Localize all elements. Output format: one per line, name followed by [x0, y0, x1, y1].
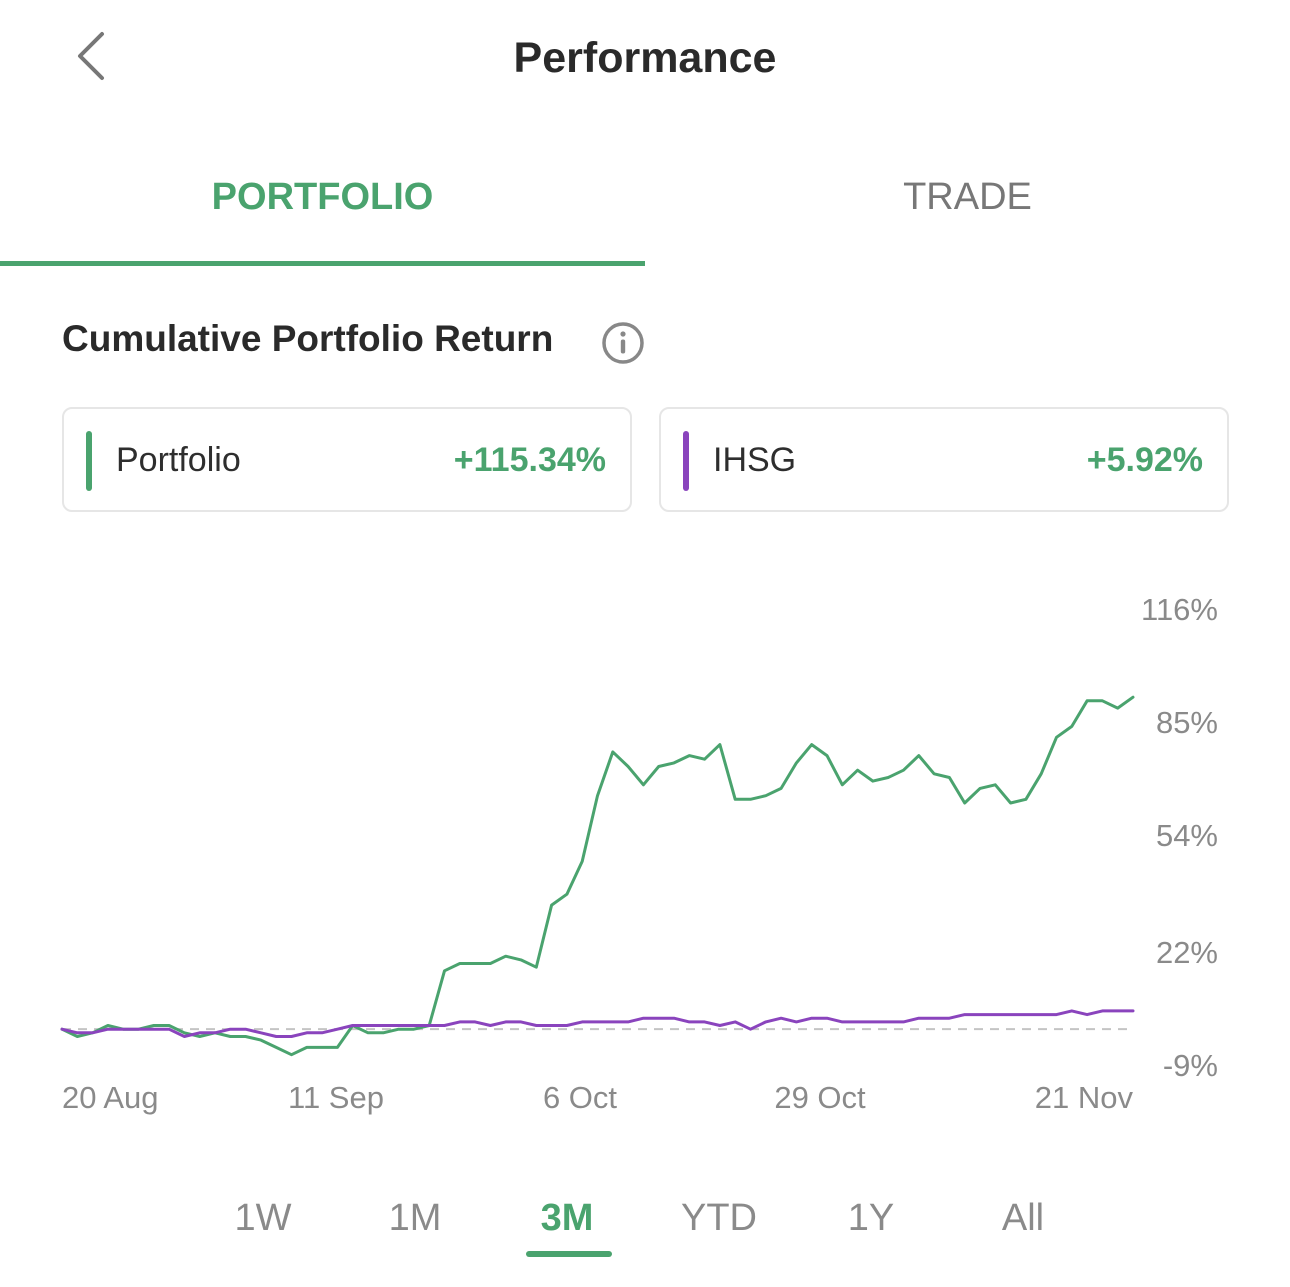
page-title: Performance — [513, 34, 777, 82]
y-tick-label: 54% — [1156, 818, 1218, 853]
y-tick-label: -9% — [1163, 1048, 1218, 1083]
range-1w[interactable]: 1W — [234, 1197, 292, 1239]
legend-name: IHSG — [713, 441, 797, 479]
header: Performance — [0, 0, 1290, 120]
range-all[interactable]: All — [1001, 1197, 1045, 1239]
series-line-ihsg — [60, 1009, 1135, 1038]
x-tick-label: 29 Oct — [774, 1080, 866, 1115]
section-title: Cumulative Portfolio Return — [62, 318, 554, 359]
legend-color-bar — [683, 431, 689, 491]
y-tick-label: 22% — [1156, 935, 1218, 970]
x-tick-label: 11 Sep — [288, 1080, 384, 1115]
y-tick-label: 85% — [1156, 705, 1218, 740]
return-chart[interactable]: 116% 85% 54% 22% -9% 20 Aug 11 Sep 6 Oct 29 Oct 2… — [0, 560, 1290, 1120]
tab-bar: PORTFOLIO TRADE — [0, 140, 1290, 270]
range-1y[interactable]: 1Y — [847, 1197, 895, 1239]
range-3m[interactable]: 3M — [540, 1197, 594, 1239]
legend-value: +115.34% — [453, 441, 606, 479]
tab-trade[interactable]: TRADE — [903, 176, 1032, 218]
legend-value: +5.92% — [1086, 441, 1203, 479]
range-1m[interactable]: 1M — [388, 1197, 442, 1239]
x-tick-label: 20 Aug — [62, 1080, 159, 1115]
info-icon[interactable] — [600, 320, 646, 366]
active-range-indicator — [526, 1251, 612, 1257]
tab-portfolio[interactable]: PORTFOLIO — [211, 176, 434, 218]
range-ytd[interactable]: YTD — [681, 1197, 757, 1239]
legend-card-portfolio: Portfolio +115.34% — [62, 407, 632, 512]
legend-color-bar — [86, 431, 92, 491]
legend-card-ihsg: IHSG +5.92% — [659, 407, 1229, 512]
x-tick-label: 6 Oct — [543, 1080, 617, 1115]
series-line-portfolio — [60, 695, 1135, 1057]
active-tab-indicator — [0, 261, 645, 266]
x-tick-label: 21 Nov — [1035, 1080, 1134, 1115]
range-selector: 1W 1M 3M YTD 1Y All — [0, 1185, 1290, 1265]
legend-name: Portfolio — [116, 441, 241, 479]
back-button[interactable] — [70, 28, 120, 88]
y-tick-label: 116% — [1141, 592, 1218, 627]
chevron-left-icon — [78, 32, 104, 80]
